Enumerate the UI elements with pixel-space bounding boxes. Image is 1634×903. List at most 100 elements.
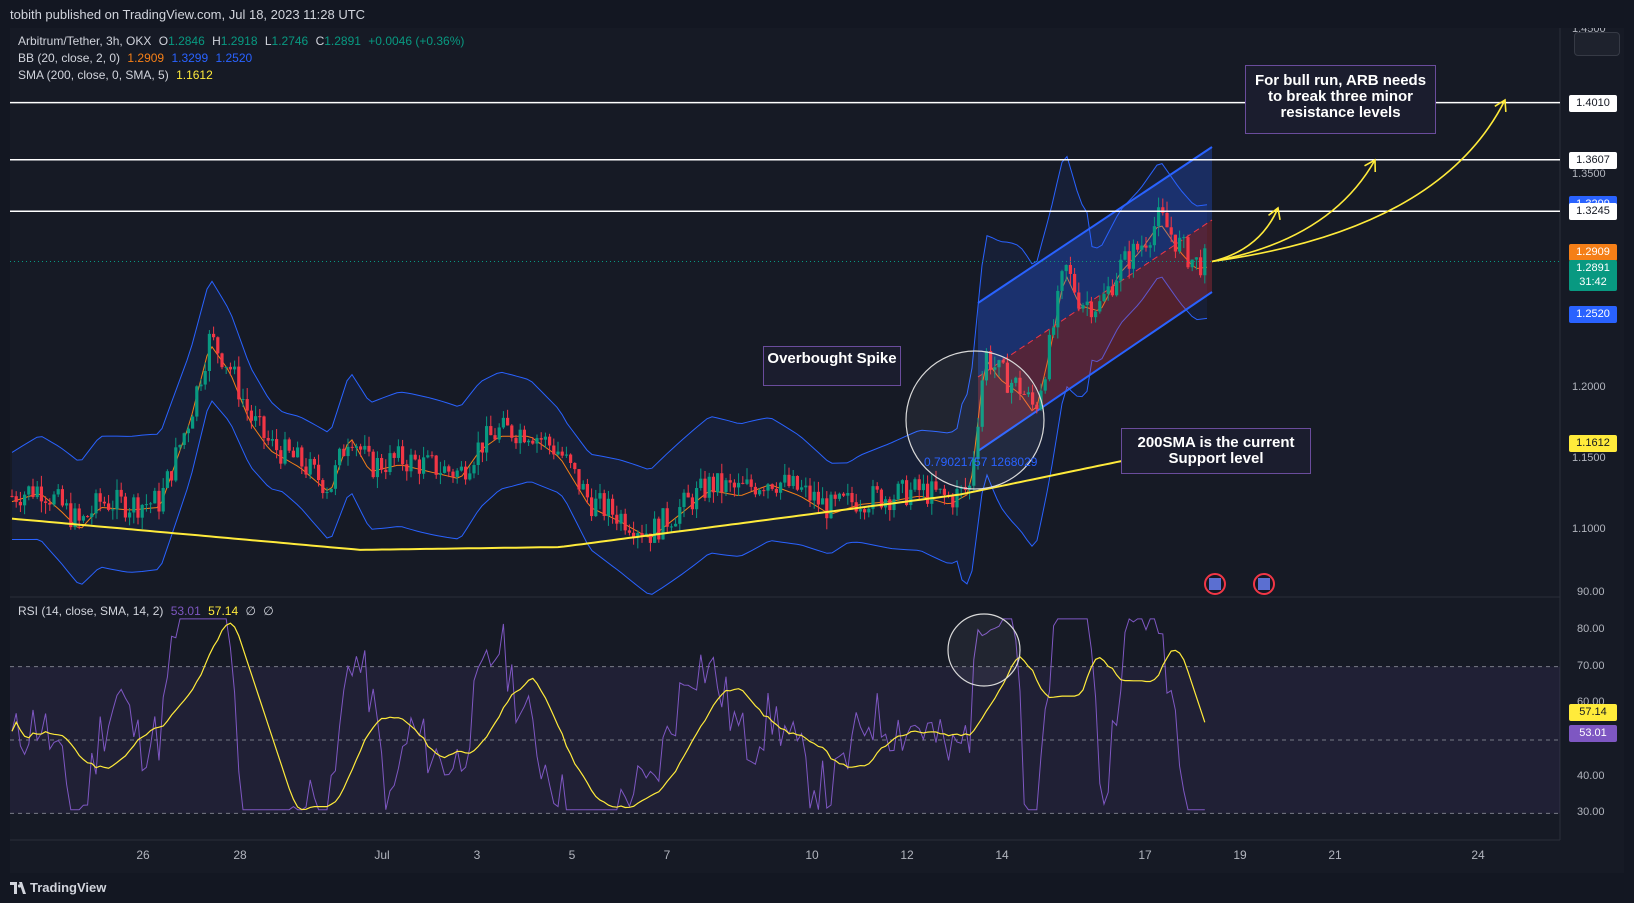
price-tick-label: 1.1500 — [1572, 452, 1606, 464]
candle-body — [745, 479, 749, 484]
candle-body — [1001, 360, 1005, 363]
time-tick-label: 3 — [473, 848, 481, 862]
candle-body — [501, 417, 505, 428]
candle-body — [720, 473, 724, 493]
overbought-note[interactable]: Overbought Spike — [763, 346, 901, 386]
candle-body — [552, 445, 556, 455]
candle-body — [1136, 243, 1140, 250]
candle-body — [875, 486, 879, 490]
channel-mid-line — [977, 219, 1213, 378]
candle-body — [1035, 404, 1039, 410]
candle-body — [993, 367, 997, 370]
candle-body — [212, 333, 216, 338]
candle-body — [707, 476, 711, 498]
time-tick-label: 12 — [900, 848, 914, 862]
candle-body — [1110, 286, 1114, 296]
candle-body — [997, 360, 1001, 368]
time-tick-label: 10 — [805, 848, 819, 862]
candle-body — [136, 497, 140, 518]
bull-run-note[interactable]: For bull run, ARB needs to break three m… — [1245, 65, 1436, 134]
candle-body — [1148, 245, 1152, 248]
candle-body — [787, 474, 791, 487]
price-tick-label: 1.3500 — [1572, 168, 1606, 180]
candle-body — [699, 478, 703, 488]
candle-body — [1152, 226, 1156, 246]
candle-body — [741, 482, 745, 484]
candle-body — [1068, 264, 1072, 274]
bb-lower-line — [12, 276, 1208, 595]
candle-body — [598, 493, 602, 499]
candle-body — [203, 371, 207, 385]
candle-body — [493, 435, 497, 440]
candle-body — [73, 508, 77, 528]
candle-body — [438, 472, 442, 475]
candle-body — [682, 492, 686, 508]
support-note[interactable]: 200SMA is the current Support level — [1121, 428, 1311, 474]
candle-body — [590, 497, 594, 517]
tradingview-logo-icon — [10, 882, 26, 894]
candle-body — [615, 514, 619, 524]
candle-body — [48, 502, 52, 505]
candle-body — [86, 516, 90, 518]
candle-body — [783, 474, 787, 483]
candle-body — [858, 509, 862, 512]
candle-body — [627, 530, 631, 533]
price-tag: 31:42 — [1569, 274, 1617, 292]
candle-body — [409, 454, 413, 472]
candle-body — [1102, 293, 1106, 302]
candle-body — [737, 482, 741, 488]
candle-body — [779, 482, 783, 493]
candle-body — [367, 445, 371, 452]
arrow-to-14010 — [1211, 99, 1506, 263]
candle-body — [317, 464, 321, 481]
sma-legend[interactable]: SMA (200, close, 0, SMA, 5) 1.1612 — [18, 68, 217, 82]
candle-body — [753, 486, 757, 495]
candle-body — [413, 454, 417, 460]
candle-body — [455, 470, 459, 477]
chart-settings-button[interactable] — [1574, 32, 1620, 56]
candle-body — [724, 480, 728, 493]
candle-body — [228, 366, 232, 370]
candle-body — [35, 486, 39, 498]
candle-body — [476, 442, 480, 466]
candle-body — [262, 416, 266, 438]
candle-body — [942, 488, 946, 495]
candle-body — [1182, 237, 1186, 239]
candle-body — [514, 437, 518, 444]
candle-body — [581, 483, 585, 490]
change-value: +0.0046 (+0.36%) — [368, 34, 465, 48]
bb-basis-value: 1.2909 — [127, 51, 165, 65]
candle-body — [170, 471, 174, 481]
candle-body — [934, 481, 938, 490]
candle-body — [1194, 257, 1198, 260]
candle-body — [266, 437, 270, 441]
candle-body — [254, 416, 258, 421]
candle-body — [623, 513, 627, 531]
candle-body — [829, 494, 833, 519]
candle-body — [560, 451, 564, 456]
candle-body — [115, 489, 119, 510]
candle-body — [1056, 290, 1060, 328]
symbol-legend[interactable]: Arbitrum/Tether, 3h, OKX O1.2846 H1.2918… — [18, 34, 468, 48]
rsi-legend[interactable]: RSI (14, close, SMA, 14, 2) 53.01 57.14 … — [18, 604, 278, 618]
candle-body — [1123, 251, 1127, 260]
chart-frame[interactable] — [10, 28, 1624, 873]
candle-body — [968, 485, 972, 490]
bb-fill — [12, 156, 1207, 595]
candle-body — [1098, 301, 1102, 312]
candle-body — [892, 499, 896, 511]
candle-body — [842, 493, 846, 496]
candle-body — [863, 509, 867, 513]
candle-body — [1010, 382, 1014, 393]
candle-body — [644, 533, 648, 536]
candle-body — [1014, 377, 1018, 383]
candle-body — [23, 494, 27, 506]
candle-body — [308, 458, 312, 475]
candle-body — [10, 495, 14, 497]
candle-body — [1165, 212, 1169, 228]
candle-body — [333, 465, 337, 489]
bb-legend[interactable]: BB (20, close, 2, 0) 1.2909 1.3299 1.252… — [18, 51, 256, 65]
candle-body — [1064, 264, 1068, 272]
time-tick-label: 7 — [663, 848, 671, 862]
